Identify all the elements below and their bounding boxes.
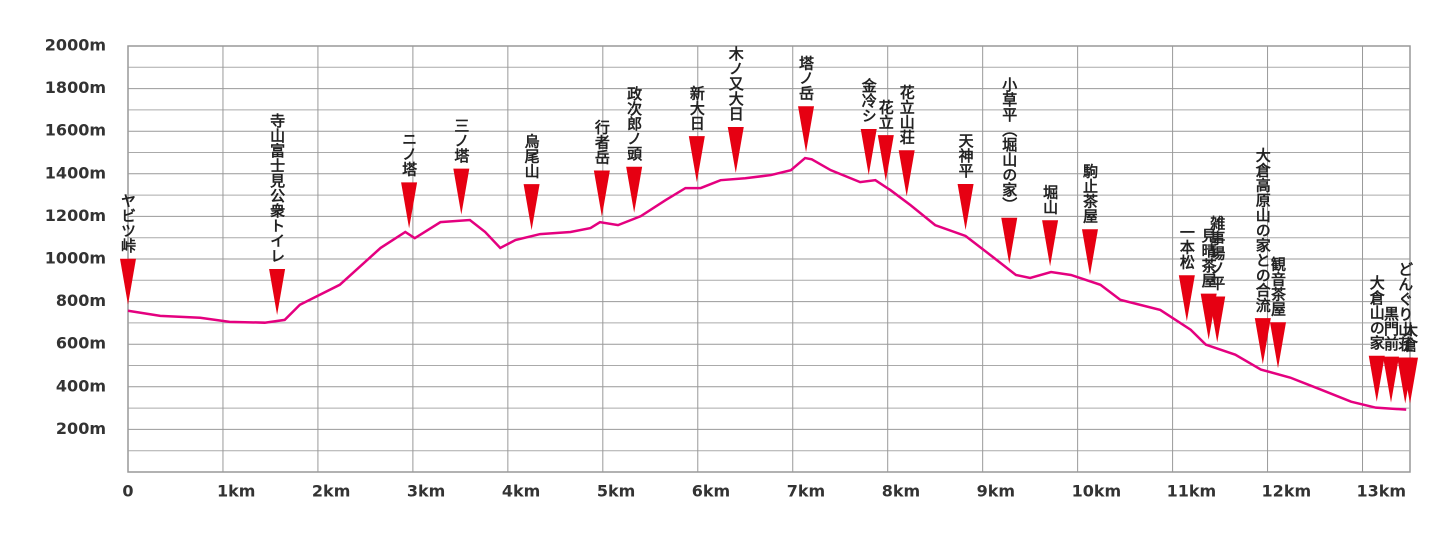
waypoint-marker <box>877 135 894 182</box>
waypoint-marker <box>269 268 286 315</box>
waypoint-marker <box>1081 229 1098 276</box>
y-tick-label: 800m <box>56 291 106 310</box>
waypoint-marker <box>688 136 705 183</box>
x-tick-label: 10km <box>1072 482 1122 501</box>
y-tick-label: 1600m <box>45 121 106 140</box>
waypoint-label: 大倉 <box>1401 321 1419 353</box>
waypoint-label: 花立 <box>877 98 895 129</box>
waypoint-label: 見晴茶屋 <box>1200 228 1218 289</box>
x-tick-label: 7km <box>787 482 825 501</box>
waypoint-marker <box>1368 355 1385 402</box>
waypoint-label: 一本松 <box>1178 224 1196 270</box>
waypoint-marker <box>1209 296 1226 343</box>
waypoint-marker <box>120 258 136 305</box>
waypoint-marker <box>957 183 974 230</box>
waypoint-label: 小草平（堀山の家） <box>1000 77 1018 212</box>
waypoint-marker <box>1402 357 1418 404</box>
waypoint-label: 新大日 <box>688 84 706 131</box>
waypoint-marker <box>1254 318 1271 365</box>
waypoint-label: 烏尾山 <box>523 132 541 179</box>
waypoint-label: 三ノ塔 <box>452 118 470 164</box>
waypoint-marker <box>1178 275 1195 322</box>
waypoint-marker <box>453 168 470 215</box>
waypoint-label: 雑事場ノ平 <box>1208 215 1226 292</box>
y-tick-label: 1400m <box>45 163 106 182</box>
x-tick-label: 5km <box>597 482 635 501</box>
waypoint-marker <box>626 166 643 213</box>
x-tick-label: 11km <box>1167 482 1217 501</box>
waypoint-marker <box>593 170 610 217</box>
waypoint-label: 黒門前 <box>1382 306 1400 352</box>
waypoint-label: ヤビツ峠 <box>119 193 137 254</box>
x-tick-label: 6km <box>692 482 730 501</box>
waypoint-label: ニノ塔 <box>400 131 418 177</box>
x-tick-label: 3km <box>407 482 445 501</box>
waypoint-label: 花立山荘 <box>898 83 916 145</box>
waypoint-label: どんぐり山荘 <box>1396 262 1414 353</box>
waypoint-label: 塔ノ岳 <box>797 54 815 101</box>
y-tick-label: 2000m <box>45 36 106 55</box>
waypoint-marker <box>1383 356 1400 403</box>
y-tick-label: 1000m <box>45 249 106 268</box>
y-tick-label: 1200m <box>45 206 106 225</box>
x-tick-label: 0 <box>122 482 133 501</box>
waypoint-label: 観音茶屋 <box>1269 255 1287 317</box>
waypoint-marker <box>898 150 915 197</box>
waypoint-marker <box>727 127 744 174</box>
waypoint-label: 駒止茶屋 <box>1081 162 1099 224</box>
waypoint-label: 木ノ又大日 <box>727 45 745 122</box>
waypoint-marker <box>1270 322 1287 369</box>
x-tick-label: 8km <box>882 482 920 501</box>
waypoint-marker <box>523 184 540 231</box>
waypoint-label: 行者岳 <box>593 119 611 166</box>
x-tick-label: 13km <box>1357 482 1407 501</box>
x-tick-label: 2km <box>312 482 350 501</box>
waypoint-label: 金冷シ <box>860 77 878 123</box>
waypoint-marker <box>1001 217 1018 264</box>
waypoint-marker <box>860 129 877 176</box>
waypoint-label: 堀山 <box>1041 184 1059 215</box>
y-tick-label: 600m <box>56 334 106 353</box>
waypoint-marker <box>798 106 815 153</box>
waypoint-label: 寺山富士見公衆トイレ <box>268 112 286 263</box>
y-tick-label: 200m <box>56 419 106 438</box>
waypoint-marker <box>1042 220 1059 267</box>
y-tick-label: 1800m <box>45 78 106 97</box>
x-tick-label: 4km <box>502 482 540 501</box>
elevation-line <box>127 156 1407 411</box>
waypoint-label: 大倉山の家 <box>1368 274 1386 351</box>
y-tick-label: 400m <box>56 376 106 395</box>
waypoint-label: 政次郎ノ頭 <box>625 85 643 162</box>
waypoint-label: 大倉高原山の家との合流 <box>1254 146 1272 313</box>
waypoint-label: 天神平 <box>957 133 975 179</box>
x-tick-label: 9km <box>977 482 1015 501</box>
x-tick-label: 12km <box>1262 482 1312 501</box>
x-tick-label: 1km <box>217 482 255 501</box>
waypoint-marker <box>401 182 418 229</box>
